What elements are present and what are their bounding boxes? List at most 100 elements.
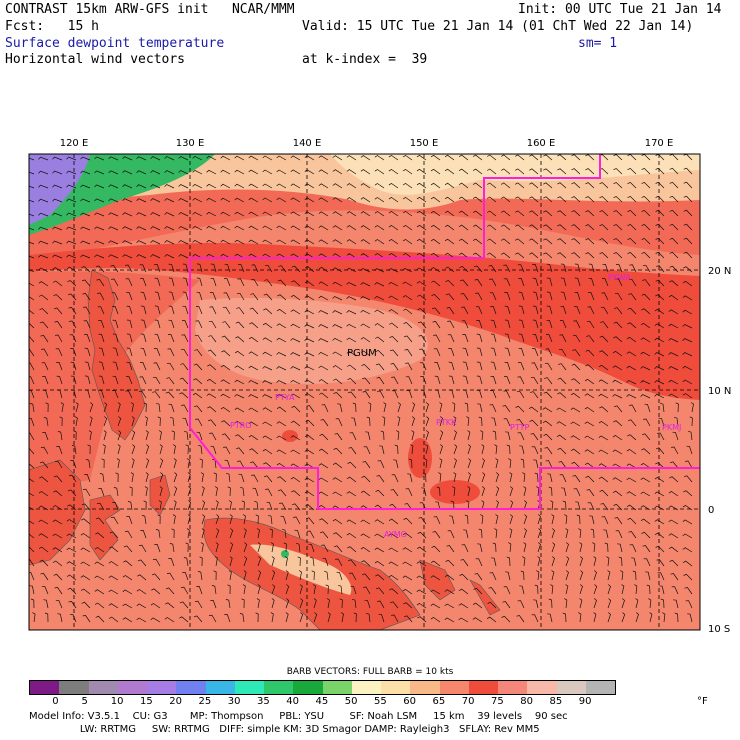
color-bar-label: 40 bbox=[286, 696, 299, 707]
wind-barb bbox=[262, 394, 273, 399]
wind-barb bbox=[276, 393, 287, 399]
graticule bbox=[29, 154, 700, 630]
wind-barb bbox=[374, 183, 385, 189]
wind-barb bbox=[655, 223, 665, 231]
wind-barb bbox=[445, 293, 455, 301]
philippines-landmass bbox=[87, 269, 146, 441]
wind-barb bbox=[612, 463, 623, 469]
wind-barb bbox=[616, 264, 623, 273]
wind-barb bbox=[235, 447, 245, 455]
wind-barb bbox=[182, 277, 189, 287]
wind-barb bbox=[159, 444, 163, 455]
wind-barb bbox=[332, 296, 343, 301]
wind-barb bbox=[84, 334, 91, 343]
wind-barb bbox=[598, 449, 609, 455]
wind-barb bbox=[388, 168, 399, 175]
wind-barb bbox=[626, 336, 637, 343]
wind-barb bbox=[669, 461, 679, 469]
wind-barb bbox=[641, 293, 651, 301]
wind-barb bbox=[668, 379, 679, 385]
wind-barb bbox=[557, 392, 567, 399]
wind-barb bbox=[564, 598, 568, 609]
wind-barb bbox=[417, 307, 427, 315]
wind-barb bbox=[290, 393, 301, 399]
level-label: at k-index = 39 bbox=[302, 52, 428, 67]
wind-barb bbox=[654, 476, 665, 483]
wind-barb bbox=[262, 421, 273, 427]
wind-barb bbox=[518, 319, 525, 329]
wind-barb bbox=[29, 335, 35, 343]
wind-barb bbox=[299, 598, 304, 609]
color-bar-swatch bbox=[439, 681, 469, 694]
wind-barb bbox=[654, 337, 665, 343]
wind-barb bbox=[416, 196, 427, 203]
wind-barb bbox=[94, 198, 105, 203]
wind-barb bbox=[234, 155, 245, 161]
valid-time: Valid: 15 UTC Tue 21 Jan 14 (01 ChT Wed … bbox=[302, 19, 694, 34]
wind-barb bbox=[178, 198, 189, 203]
wind-barb bbox=[402, 588, 413, 595]
wind-barb bbox=[557, 182, 567, 189]
wind-barb bbox=[347, 461, 357, 469]
color-bar-label: 35 bbox=[257, 696, 270, 707]
wind-barb bbox=[656, 559, 665, 567]
wind-barb bbox=[234, 197, 245, 203]
wind-barb bbox=[461, 320, 469, 329]
wind-barb bbox=[214, 556, 218, 567]
wind-barb bbox=[200, 542, 204, 553]
wind-barb bbox=[250, 278, 259, 287]
wind-barb bbox=[220, 393, 231, 399]
wind-barb bbox=[262, 197, 273, 203]
wind-barb bbox=[584, 378, 595, 385]
wind-barb bbox=[379, 445, 385, 455]
wind-barb bbox=[402, 561, 413, 567]
wind-barb bbox=[201, 528, 205, 539]
wind-barb bbox=[529, 419, 539, 427]
wind-barb bbox=[248, 183, 259, 189]
wind-barb bbox=[136, 240, 147, 245]
wind-barb bbox=[193, 378, 203, 385]
wind-barb bbox=[164, 170, 175, 175]
wind-barb bbox=[251, 474, 259, 483]
wind-barb bbox=[207, 419, 217, 427]
wind-barb bbox=[572, 334, 581, 343]
wind-barb bbox=[416, 224, 427, 231]
wind-barb bbox=[450, 500, 455, 511]
wind-barb bbox=[682, 295, 693, 301]
wind-barb bbox=[382, 416, 386, 427]
wind-barb bbox=[117, 416, 122, 427]
wind-barb bbox=[640, 491, 651, 497]
wind-barb bbox=[67, 587, 77, 595]
wind-barb bbox=[290, 294, 301, 301]
wind-barb bbox=[220, 379, 231, 385]
wind-barb bbox=[360, 197, 371, 203]
wind-barb bbox=[543, 210, 553, 217]
wind-barb bbox=[123, 560, 133, 567]
wind-barb bbox=[444, 154, 455, 161]
wind-barb bbox=[374, 169, 385, 175]
wind-barb bbox=[81, 601, 91, 609]
wind-barb bbox=[529, 210, 539, 217]
wind-barb bbox=[488, 587, 497, 595]
wind-barb bbox=[220, 169, 231, 175]
wind-barb bbox=[529, 238, 539, 245]
color-bar-swatch bbox=[381, 681, 411, 694]
wind-barb bbox=[220, 253, 231, 259]
wind-barb bbox=[458, 588, 469, 595]
wind-barb bbox=[153, 362, 161, 371]
wind-barb bbox=[406, 390, 413, 399]
wind-barb bbox=[352, 402, 357, 413]
wind-barb bbox=[115, 472, 119, 483]
wind-barb bbox=[599, 335, 609, 343]
wind-barb bbox=[669, 195, 679, 203]
wind-barb bbox=[374, 560, 385, 567]
wind-barb bbox=[236, 307, 245, 315]
wind-barb bbox=[95, 517, 105, 525]
wind-barb bbox=[411, 416, 415, 427]
wind-barb bbox=[332, 267, 343, 273]
wind-barb bbox=[486, 616, 497, 623]
wind-barb bbox=[229, 542, 234, 553]
wind-barb bbox=[256, 598, 260, 609]
wind-barb bbox=[683, 475, 693, 483]
wind-barb bbox=[416, 267, 427, 273]
